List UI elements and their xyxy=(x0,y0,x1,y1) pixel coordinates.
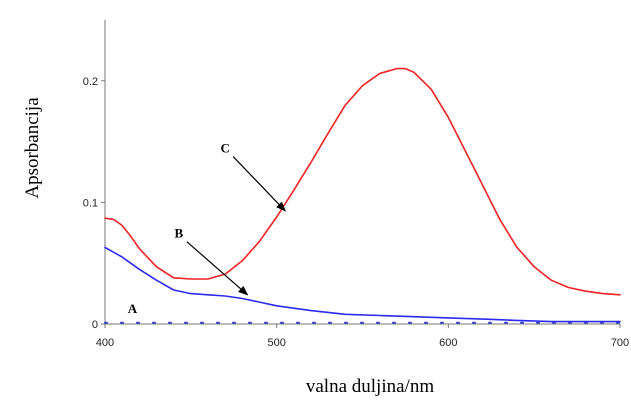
x-tick-label: 700 xyxy=(611,337,629,349)
annotation-layer: C B A xyxy=(128,141,286,316)
axes: 0 0.1 0.2 400 500 600 700 xyxy=(83,20,629,349)
y-ticks: 0 0.1 0.2 xyxy=(83,76,105,331)
y-tick-label: 0.1 xyxy=(83,197,98,209)
y-tick-label: 0.2 xyxy=(83,76,98,88)
x-ticks: 400 500 600 700 xyxy=(96,324,629,349)
y-axis-title: Apsorbancija xyxy=(22,97,43,199)
arrow-c xyxy=(232,156,286,212)
curve-label-c: C xyxy=(220,141,229,156)
x-tick-label: 500 xyxy=(267,337,285,349)
series-line-c xyxy=(104,67,621,296)
x-tick-label: 400 xyxy=(96,337,114,349)
curve-label-a: A xyxy=(128,301,138,316)
x-axis-title: valna duljina/nm xyxy=(306,376,434,397)
arrow-b xyxy=(186,241,249,296)
y-tick-label: 0 xyxy=(92,319,98,331)
x-tick-label: 600 xyxy=(439,337,457,349)
series-layer xyxy=(104,67,621,324)
curve-label-b: B xyxy=(174,226,183,241)
series-line-b xyxy=(104,246,621,323)
